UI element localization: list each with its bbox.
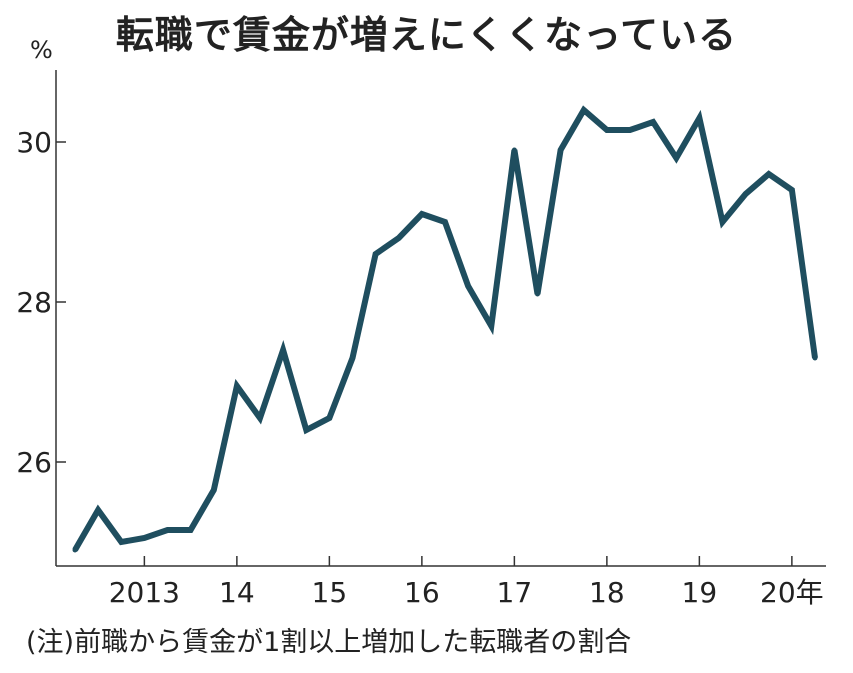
data-point <box>95 507 101 513</box>
data-point <box>650 119 656 125</box>
data-point <box>419 211 425 217</box>
data-point <box>188 527 194 533</box>
data-point <box>257 415 263 421</box>
chart-note: (注)前職から賃金が1割以上増加した転職者の割合 <box>26 627 632 658</box>
data-point <box>72 547 78 553</box>
data-point <box>234 383 240 389</box>
series-line <box>72 105 818 552</box>
data-point <box>604 127 610 133</box>
x-tick-label: 14 <box>219 576 255 609</box>
data-point <box>465 283 471 289</box>
data-point <box>326 415 332 421</box>
chart-title: 転職で賃金が増えにくくなっている <box>115 13 738 57</box>
y-tick-label: 26 <box>16 446 52 479</box>
data-point <box>766 171 772 177</box>
x-ticks: 2013 14 15 16 17 18 19 20年 <box>109 556 824 609</box>
data-point <box>535 291 540 297</box>
y-ticks: 26 28 30 <box>16 126 66 479</box>
x-tick-label: 18 <box>589 576 625 609</box>
x-tick-label: 17 <box>497 576 533 609</box>
x-tick-label: 20年 <box>760 576 824 609</box>
data-point <box>141 535 147 541</box>
data-point <box>627 127 633 133</box>
data-points <box>72 107 818 553</box>
data-point <box>350 355 355 361</box>
data-point <box>558 147 564 153</box>
x-tick-label: 2013 <box>109 576 180 609</box>
data-point <box>118 539 124 545</box>
y-axis-unit-label: % <box>30 36 53 64</box>
x-tick-label: 19 <box>682 576 718 609</box>
data-point <box>673 155 679 161</box>
data-point <box>743 191 749 197</box>
data-point <box>280 347 286 353</box>
data-point <box>211 487 217 493</box>
data-point <box>812 355 818 361</box>
data-point <box>488 323 494 329</box>
data-point <box>511 147 517 153</box>
data-point <box>789 187 795 193</box>
data-point <box>396 235 402 241</box>
data-point <box>165 527 170 533</box>
data-point <box>303 427 309 433</box>
data-point <box>581 107 587 113</box>
data-point <box>720 219 725 225</box>
data-point <box>696 115 702 121</box>
y-tick-label: 28 <box>16 286 52 319</box>
y-tick-label: 30 <box>16 126 52 159</box>
x-tick-label: 15 <box>312 576 348 609</box>
data-point <box>373 251 379 257</box>
x-tick-label: 16 <box>404 576 440 609</box>
data-point <box>442 219 448 225</box>
